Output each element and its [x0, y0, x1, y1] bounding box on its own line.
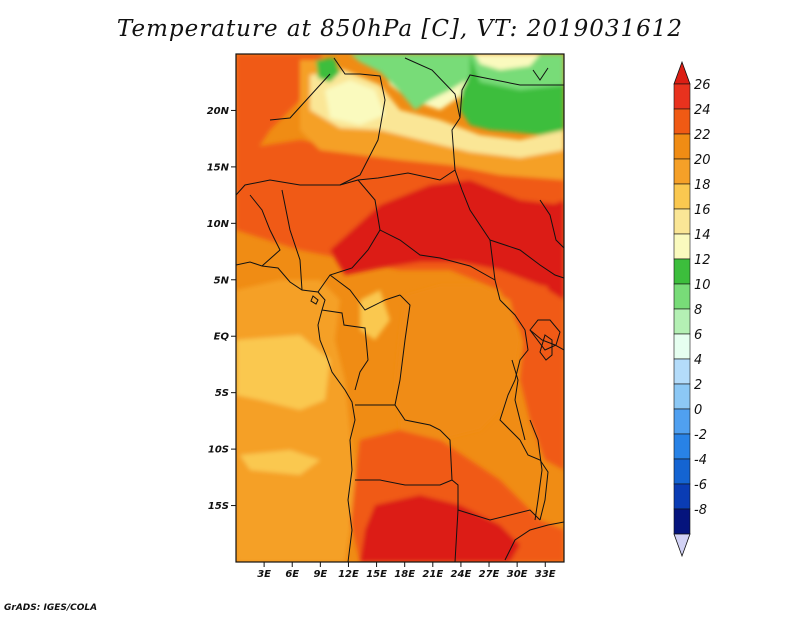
colorbar-label: 26	[694, 78, 711, 93]
colorbar-label: 6	[694, 328, 702, 343]
lon-tick-label: 33E	[535, 569, 556, 580]
colorbar-label: 12	[694, 253, 711, 268]
field-green-west	[316, 58, 340, 82]
colorbar-label: 4	[694, 353, 702, 368]
colorbar-swatch	[673, 258, 691, 285]
country-borders	[236, 57, 564, 562]
colorbar-label: 10	[694, 278, 711, 293]
lat-tick-label: 5S	[215, 388, 229, 399]
lon-tick-label: 30E	[507, 569, 528, 580]
colorbar-swatch	[673, 383, 691, 410]
field-hot-east	[540, 200, 564, 300]
map-title: Temperature at 850hPa [C], VT: 201903161…	[116, 16, 684, 42]
colorbar-swatch	[673, 483, 691, 510]
colorbar-label: 0	[694, 403, 702, 418]
colorbar-label: -6	[694, 478, 707, 493]
field-light-green-north	[350, 54, 475, 110]
lon-tick-label: 15E	[366, 569, 387, 580]
lon-tick-label: 9E	[313, 569, 327, 580]
lon-tick-label: 18E	[394, 569, 415, 580]
colorbar-bottom-arrow	[673, 533, 691, 558]
map-frame	[235, 53, 565, 563]
field-hot-band	[330, 180, 564, 290]
field-sahara-cream	[325, 80, 385, 125]
colorbar-label: 24	[694, 103, 711, 118]
colorbar-label: 20	[694, 153, 711, 168]
lon-tick-label: 12E	[338, 569, 359, 580]
lon-tick-label: 24E	[451, 569, 472, 580]
colorbar-swatch	[673, 508, 691, 535]
credit-label: GrADS: IGES/COLA	[4, 603, 98, 613]
colorbar-label: 8	[694, 303, 702, 318]
field-gulf-light-orange	[240, 450, 320, 475]
colorbar-swatch	[673, 108, 691, 135]
colorbar-top-arrow	[673, 60, 691, 85]
field-east-rift	[520, 320, 564, 470]
lon-tick-label: 6E	[285, 569, 299, 580]
colorbar-swatch	[673, 458, 691, 485]
lat-tick-label: 20N	[207, 106, 230, 117]
colorbar-swatch	[673, 158, 691, 185]
temperature-field	[236, 54, 564, 562]
colorbar-swatch	[673, 233, 691, 260]
lat-tick-label: 5N	[214, 275, 230, 286]
colorbar-swatch	[673, 408, 691, 435]
field-cream-northeast	[475, 54, 540, 70]
field-west-orange	[236, 280, 355, 562]
lat-tick-label: 10S	[208, 445, 229, 456]
colorbar-label: -4	[694, 453, 707, 468]
lat-tick-label: 10N	[207, 219, 230, 230]
field-gabon-light-orange	[236, 335, 330, 410]
lon-tick-label: 27E	[479, 569, 500, 580]
colorbar-swatch	[673, 133, 691, 160]
latitude-axis: 20N 15N 10N 5N EQ 5S 10S 15S	[207, 106, 236, 512]
colorbar-label: -8	[694, 503, 707, 518]
field-congo-dark-orange	[395, 285, 520, 440]
colorbar-swatch	[673, 308, 691, 335]
lon-tick-label: 21E	[422, 569, 443, 580]
lat-tick-label: EQ	[214, 332, 230, 343]
colorbar-swatch	[673, 358, 691, 385]
colorbar-swatch	[673, 83, 691, 110]
colorbar-label: 2	[694, 378, 702, 393]
colorbar-swatch	[673, 283, 691, 310]
longitude-axis: 3E 6E 9E 12E 15E 18E 21E 24E 27E 30E 33E	[257, 562, 556, 580]
field-inland-light-orange	[360, 290, 390, 340]
colorbar-swatch	[673, 208, 691, 235]
lat-tick-label: 15N	[207, 162, 230, 173]
colorbar-swatch	[673, 433, 691, 460]
colorbar-label: -2	[694, 428, 707, 443]
colorbar-label: 16	[694, 203, 711, 218]
colorbar-label: 22	[694, 128, 711, 143]
colorbar-swatch	[673, 183, 691, 210]
field-south-hot	[360, 495, 520, 562]
colorbar-label: 14	[694, 228, 711, 243]
lat-tick-label: 15S	[208, 501, 229, 512]
colorbar-label: 18	[694, 178, 711, 193]
lon-tick-label: 3E	[257, 569, 271, 580]
colorbar-swatch	[673, 333, 691, 360]
